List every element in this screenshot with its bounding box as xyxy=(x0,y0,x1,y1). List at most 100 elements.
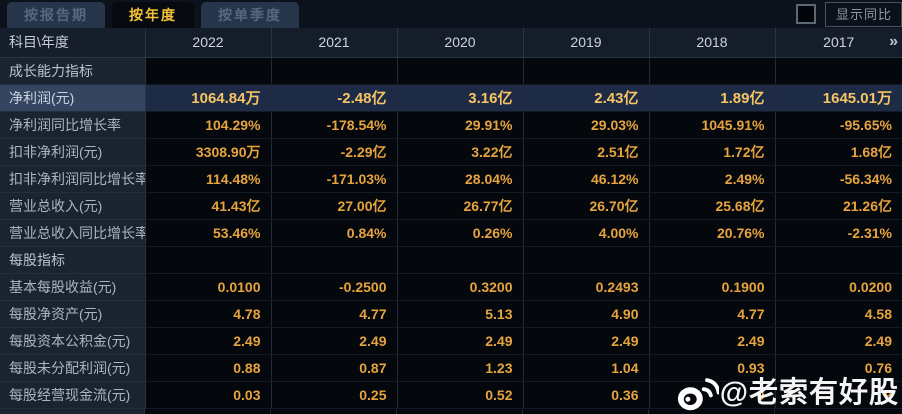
value-cell: 26.70亿 xyxy=(523,192,650,220)
tab-report-period[interactable]: 按报告期 xyxy=(7,2,105,28)
value-cell: 29.91% xyxy=(397,111,524,139)
value-cell: 20.76% xyxy=(649,219,776,247)
value-cell: 0.0200 xyxy=(775,273,902,301)
value-cell: 0.0100 xyxy=(145,273,272,301)
row-label: 营业总收入(元) xyxy=(0,192,146,220)
value-cell xyxy=(271,57,398,85)
value-cell: 3.16亿 xyxy=(397,84,524,112)
value-cell xyxy=(523,57,650,85)
tab-single-quarter[interactable]: 按单季度 xyxy=(201,2,299,28)
section-row: 每股指标 xyxy=(0,246,902,274)
value-cell: 0.2493 xyxy=(523,273,650,301)
tab-annual[interactable]: 按年度 xyxy=(112,2,194,28)
value-cell: -2.29亿 xyxy=(271,138,398,166)
value-cell: 2.49 xyxy=(649,327,776,355)
value-cell: -95.65% xyxy=(775,111,902,139)
table-row: 每股净资产(元) 4.78 4.77 5.13 4.90 4.77 4.58 xyxy=(0,300,902,328)
table-row: 基本每股收益(元) 0.0100 -0.2500 0.3200 0.2493 0.1900… xyxy=(0,273,902,301)
header-controls: 显示同比 xyxy=(795,0,902,28)
financial-table-body: 成长能力指标 净利润(元) 1064.84万 -2.48亿 3.16亿 2.43亿 1.89… xyxy=(0,57,902,409)
value-cell: -2.31% xyxy=(775,219,902,247)
row-label: 成长能力指标 xyxy=(0,57,146,85)
value-cell: 2.49% xyxy=(649,165,776,193)
value-cell: 5.13 xyxy=(397,300,524,328)
row-label: 净利润(元) xyxy=(0,84,146,112)
value-cell: 28.04% xyxy=(397,165,524,193)
value-cell: 41.43亿 xyxy=(145,192,272,220)
table-row: 每股资本公积金(元) 2.49 2.49 2.49 2.49 2.49 2.49 xyxy=(0,327,902,355)
value-cell: 2.51亿 xyxy=(523,138,650,166)
value-cell: 104.29% xyxy=(145,111,272,139)
value-cell: 4.90 xyxy=(523,300,650,328)
value-cell: 4.00% xyxy=(523,219,650,247)
table-row: 扣非净利润同比增长率 114.48% -171.03% 28.04% 46.12% 2.4… xyxy=(0,165,902,193)
table-row: 每股经营现金流(元) 0.03 0.25 0.52 0.36 0 9 xyxy=(0,381,902,409)
more-years-chevron-icon[interactable]: » xyxy=(889,33,898,50)
row-label: 每股经营现金流(元) xyxy=(0,381,146,409)
value-cell: 0.3200 xyxy=(397,273,524,301)
row-label: 每股净资产(元) xyxy=(0,300,146,328)
value-cell: 4.58 xyxy=(775,300,902,328)
table-row: 扣非净利润(元) 3308.90万 -2.29亿 3.22亿 2.51亿 1.72亿 1.6… xyxy=(0,138,902,166)
value-cell: 0.36 xyxy=(523,381,650,409)
period-tab-bar: 按报告期 按年度 按单季度 显示同比 xyxy=(0,0,902,28)
value-cell xyxy=(649,57,776,85)
value-cell xyxy=(145,57,272,85)
row-label: 净利润同比增长率 xyxy=(0,111,146,139)
row-label: 基本每股收益(元) xyxy=(0,273,146,301)
show-yoy-label[interactable]: 显示同比 xyxy=(824,1,902,27)
column-header-year: 2020 xyxy=(397,28,524,58)
value-cell: 4.78 xyxy=(145,300,272,328)
value-cell: 27.00亿 xyxy=(271,192,398,220)
row-label: 扣非净利润(元) xyxy=(0,138,146,166)
value-cell xyxy=(397,57,524,85)
value-cell: 0.76 xyxy=(775,354,902,382)
column-header-year-label: 2017 xyxy=(823,34,855,51)
value-cell: 2.43亿 xyxy=(523,84,650,112)
row-label: 每股资本公积金(元) xyxy=(0,327,146,355)
value-cell: 0.26% xyxy=(397,219,524,247)
row-label: 扣非净利润同比增长率 xyxy=(0,165,146,193)
value-cell: 1.89亿 xyxy=(649,84,776,112)
value-cell xyxy=(397,246,524,274)
value-cell: 0.03 xyxy=(145,381,272,409)
table-row: 净利润同比增长率 104.29% -178.54% 29.91% 29.03% 1045.… xyxy=(0,111,902,139)
show-yoy-checkbox[interactable] xyxy=(795,4,816,24)
value-cell: -178.54% xyxy=(271,111,398,139)
table-row: 营业总收入同比增长率 53.46% 0.84% 0.26% 4.00% 20.76% -2.… xyxy=(0,219,902,247)
table-row: 每股未分配利润(元) 0.88 0.87 1.23 1.04 0.93 0.76 xyxy=(0,354,902,382)
value-cell: -0.2500 xyxy=(271,273,398,301)
value-cell: 29.03% xyxy=(523,111,650,139)
value-cell: 2.49 xyxy=(145,327,272,355)
value-cell xyxy=(775,57,902,85)
column-header-year: 2019 xyxy=(523,28,650,58)
value-cell: 0.25 xyxy=(271,381,398,409)
table-row: 营业总收入(元) 41.43亿 27.00亿 26.77亿 26.70亿 25.68亿 21… xyxy=(0,192,902,220)
value-cell: 2.49 xyxy=(397,327,524,355)
column-header-year: 2021 xyxy=(271,28,398,58)
value-cell: 1.23 xyxy=(397,354,524,382)
value-cell: 4.77 xyxy=(649,300,776,328)
financial-table: 科目\年度 2022 2021 2020 2019 2018 2017 » 成长… xyxy=(0,28,902,409)
value-cell: 2.49 xyxy=(523,327,650,355)
value-cell: 0.93 xyxy=(649,354,776,382)
row-label: 每股未分配利润(元) xyxy=(0,354,146,382)
value-cell: 1.68亿 xyxy=(775,138,902,166)
table-header-row: 科目\年度 2022 2021 2020 2019 2018 2017 » xyxy=(0,28,902,58)
value-cell: 25.68亿 xyxy=(649,192,776,220)
row-label: 每股指标 xyxy=(0,246,146,274)
partial-row xyxy=(0,408,902,414)
value-cell: 0.87 xyxy=(271,354,398,382)
value-cell: 0.1900 xyxy=(649,273,776,301)
value-cell xyxy=(649,246,776,274)
column-header-year: 2017 » xyxy=(775,28,902,58)
value-cell: -56.34% xyxy=(775,165,902,193)
value-cell: 0.88 xyxy=(145,354,272,382)
value-cell xyxy=(145,246,272,274)
value-cell: 0.52 xyxy=(397,381,524,409)
value-cell: -2.48亿 xyxy=(271,84,398,112)
value-cell xyxy=(523,246,650,274)
value-cell: 3308.90万 xyxy=(145,138,272,166)
value-cell: 4.77 xyxy=(271,300,398,328)
value-cell: 2.49 xyxy=(271,327,398,355)
